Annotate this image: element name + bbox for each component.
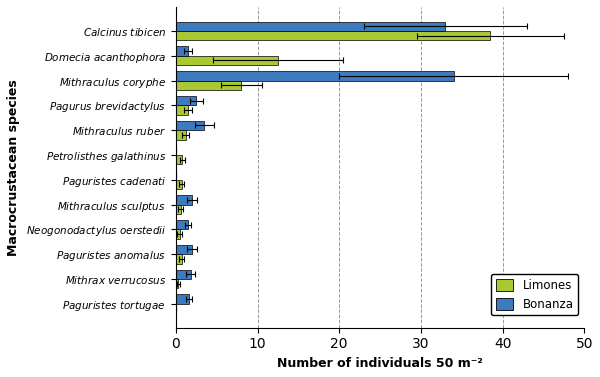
Bar (176, 46, 188, 56)
Bar (176, 121, 205, 130)
Bar (176, 220, 188, 229)
Bar (176, 294, 189, 304)
X-axis label: Number of individuals 50 m⁻²: Number of individuals 50 m⁻² (277, 357, 483, 370)
Legend: Limones, Bonanza: Limones, Bonanza (491, 274, 578, 316)
Y-axis label: Macrocrustacean species: Macrocrustacean species (7, 79, 20, 256)
Bar (176, 195, 192, 205)
Bar (176, 31, 490, 40)
Bar (176, 105, 188, 115)
Bar (176, 270, 191, 279)
Bar (176, 56, 278, 65)
Bar (176, 130, 185, 139)
Bar (176, 155, 182, 164)
Bar (176, 96, 196, 105)
Bar (176, 180, 182, 189)
Bar (176, 205, 181, 214)
Bar (176, 21, 445, 31)
Bar (176, 245, 192, 254)
Bar (176, 81, 241, 90)
Bar (176, 279, 178, 288)
Bar (176, 71, 454, 81)
Bar (176, 254, 182, 264)
Bar (176, 229, 180, 239)
